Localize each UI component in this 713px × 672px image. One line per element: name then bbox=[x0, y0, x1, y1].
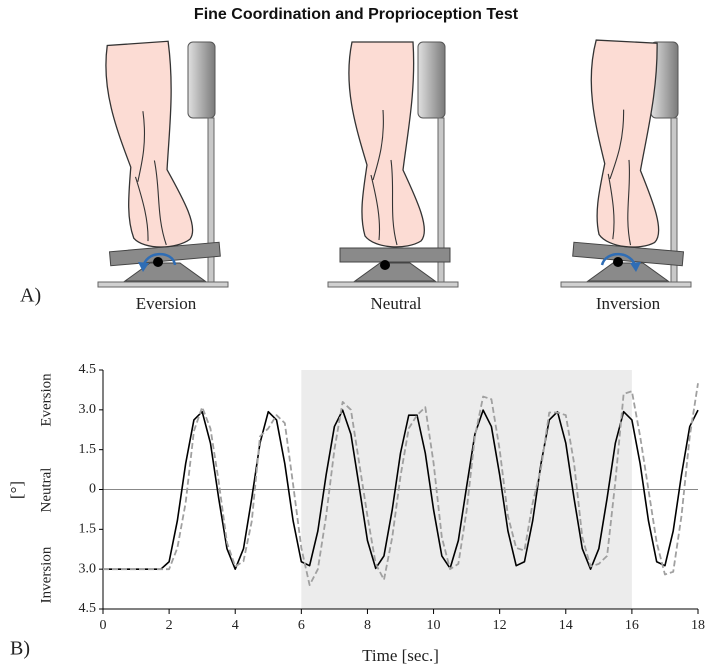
y-tick-label: 1.5 bbox=[79, 522, 97, 537]
x-tick-label: 2 bbox=[166, 618, 173, 633]
inversion-illustration bbox=[560, 39, 692, 288]
eversion-illustration bbox=[97, 39, 229, 288]
y-tick-label: 3.0 bbox=[79, 402, 97, 417]
x-tick-label: 4 bbox=[232, 618, 239, 633]
x-tick-label: 18 bbox=[691, 618, 705, 633]
panel-label: B) bbox=[10, 638, 30, 660]
x-tick-label: 10 bbox=[427, 618, 441, 633]
x-tick-label: 12 bbox=[493, 618, 507, 633]
position-label: Eversion bbox=[136, 294, 197, 313]
y-tick-label: 4.5 bbox=[79, 362, 97, 377]
series-line bbox=[103, 409, 699, 570]
neutral-illustration bbox=[327, 41, 459, 288]
position-label: Inversion bbox=[596, 294, 661, 313]
y-region-label: Neutral bbox=[38, 468, 54, 513]
x-tick-label: 8 bbox=[364, 618, 371, 633]
position-label: Neutral bbox=[371, 294, 422, 313]
panel-label: A) bbox=[20, 285, 41, 307]
figure-title: Fine Coordination and Proprioception Tes… bbox=[194, 6, 519, 23]
x-tick-label: 0 bbox=[100, 618, 107, 633]
y-tick-label: 0 bbox=[89, 482, 96, 497]
y-tick-label: 3.0 bbox=[79, 561, 97, 576]
y-tick-label: 4.5 bbox=[79, 601, 97, 616]
series-line bbox=[103, 383, 699, 586]
y-tick-label: 1.5 bbox=[79, 442, 97, 457]
x-tick-label: 14 bbox=[559, 618, 573, 633]
y-axis-label: [°] bbox=[7, 481, 26, 499]
y-region-label: Eversion bbox=[38, 373, 54, 427]
x-tick-label: 6 bbox=[298, 618, 305, 633]
y-region-label: Inversion bbox=[38, 546, 54, 603]
x-tick-label: 16 bbox=[625, 618, 639, 633]
x-axis-label: Time [sec.] bbox=[362, 646, 439, 665]
